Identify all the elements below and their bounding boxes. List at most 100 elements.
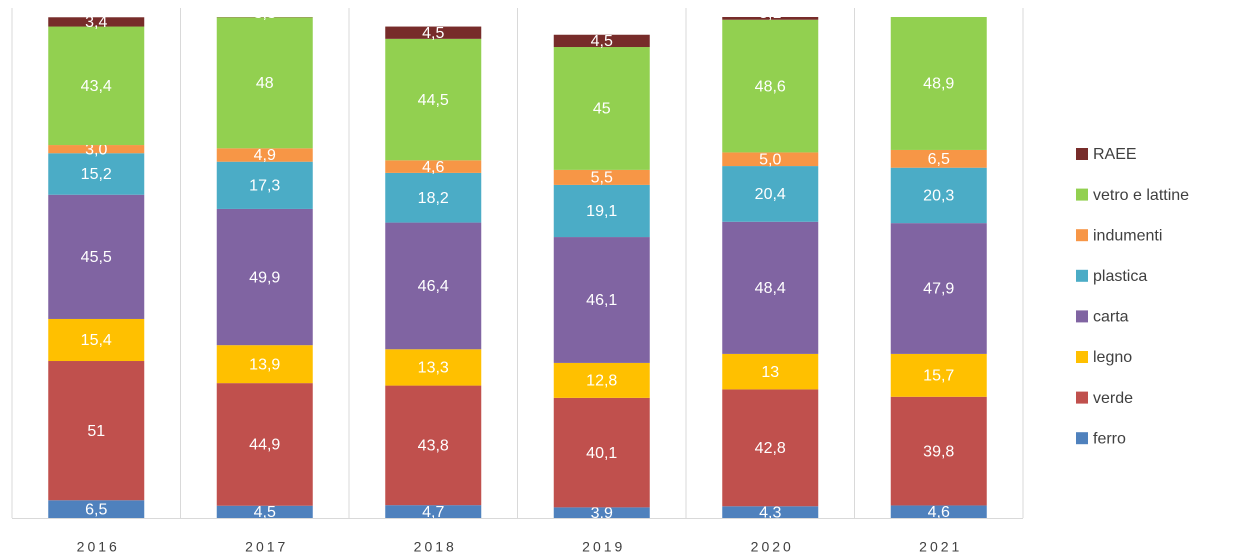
bar-segment [385, 505, 482, 518]
data-label: 17,3 [249, 178, 280, 195]
x-tick-label: 2021 [919, 539, 962, 555]
data-label: 13 [761, 364, 779, 381]
data-label: 48,9 [923, 75, 954, 92]
bar-segment [216, 161, 313, 209]
data-label: 45 [593, 101, 611, 118]
bar-segment [891, 3, 987, 17]
bar-segment [48, 500, 145, 518]
bar-segment [890, 167, 987, 224]
bar-segment [216, 345, 313, 384]
legend-label: carta [1093, 309, 1129, 326]
bar-segment [553, 397, 650, 508]
bar-segment [890, 223, 987, 354]
data-label: 44,5 [418, 92, 449, 109]
bar-segment [48, 318, 145, 362]
bar-segment [553, 169, 650, 185]
data-label: 4,5 [254, 504, 276, 521]
data-label: 3,3 [254, 5, 276, 22]
data-label: 6,5 [85, 501, 107, 518]
legend-label: ferro [1093, 430, 1126, 447]
data-label: 3,4 [85, 14, 107, 31]
data-label: 45,5 [81, 249, 112, 266]
legend-label: vetro e lattine [1093, 187, 1189, 204]
bar-segment [48, 194, 145, 319]
data-label: 3,0 [85, 141, 107, 158]
legend-swatch [1076, 188, 1088, 201]
data-label: 6,5 [928, 151, 950, 168]
bar-segment [48, 17, 145, 27]
data-label: 47,9 [923, 281, 954, 298]
data-label: 18,2 [418, 190, 449, 207]
bar-segment [385, 26, 482, 39]
data-label: 39,8 [923, 443, 954, 460]
bar-segment [216, 17, 313, 149]
legend-swatch [1076, 391, 1088, 404]
data-label: 15,2 [81, 166, 112, 183]
bar-segment [553, 47, 650, 170]
legend-swatch [1076, 229, 1088, 242]
bar-segment [722, 506, 819, 518]
bar-segment [48, 153, 145, 195]
bar-segment [216, 208, 313, 346]
data-label: 42,8 [755, 440, 786, 457]
legend-swatch [1076, 432, 1088, 445]
data-label: 48 [256, 75, 274, 92]
data-label: 12,8 [586, 373, 617, 390]
data-label: 4,5 [591, 33, 613, 50]
data-label: 5,1 [928, 2, 950, 19]
x-tick-label: 2018 [414, 539, 457, 555]
bar-segment [385, 349, 482, 386]
legend-swatch [1076, 310, 1088, 323]
data-label: 5,0 [759, 151, 781, 168]
data-label: 4,6 [928, 504, 950, 521]
bar-segment [553, 184, 650, 238]
data-label: 48,4 [755, 280, 786, 297]
bar-segment [385, 222, 482, 350]
data-label: 43,8 [418, 438, 449, 455]
data-label: 15,7 [923, 368, 954, 385]
bar-segment [553, 237, 650, 363]
bar-segment [553, 362, 650, 398]
data-label: 4,7 [422, 504, 444, 521]
data-label: 4,5 [422, 25, 444, 42]
bar-segment [48, 361, 145, 501]
bar-segment [890, 17, 987, 150]
data-label: 44,9 [249, 437, 280, 454]
data-label: 40,1 [586, 445, 617, 462]
bar-segment [890, 396, 987, 506]
data-label: 4,3 [759, 504, 781, 521]
legend-label: plastica [1093, 268, 1147, 285]
data-label: 13,9 [249, 356, 280, 373]
legend-label: RAEE [1093, 146, 1137, 163]
x-tick-label: 2020 [751, 539, 794, 555]
bar-segment [216, 17, 313, 18]
bar-segment [722, 17, 819, 20]
bar-segment [553, 34, 650, 48]
bar-segment [722, 389, 819, 507]
bar-segment [722, 353, 819, 390]
data-label: 15,4 [81, 332, 112, 349]
x-tick-label: 2017 [245, 539, 288, 555]
bar-segment [890, 149, 987, 168]
data-label: 13,3 [418, 360, 449, 377]
bar-segment [722, 166, 819, 222]
legend-label: indumenti [1093, 227, 1162, 244]
data-label: 5,1 [759, 5, 781, 22]
bar-segment [385, 385, 482, 506]
bar-segment [722, 152, 819, 167]
bar-segment [722, 19, 819, 153]
bar-segment [48, 145, 145, 154]
bar-segment [890, 505, 987, 518]
x-tick-label: 2016 [77, 539, 120, 555]
x-tick-label: 2019 [582, 539, 625, 555]
bar-segment [385, 160, 482, 173]
data-label: 20,3 [923, 188, 954, 205]
plot-area: 6,5 51 15,4 45,5 15,2 3,0 43,4 3,4 4,5 44,9 13,9 49… [48, 2, 987, 521]
data-label: 19,1 [586, 203, 617, 220]
legend-swatch [1076, 269, 1088, 282]
data-label: 5,5 [591, 170, 613, 187]
data-label: 46,4 [418, 278, 449, 295]
legend-label: verde [1093, 390, 1133, 407]
bar-segment [48, 26, 145, 146]
data-label: 48,6 [755, 78, 786, 95]
